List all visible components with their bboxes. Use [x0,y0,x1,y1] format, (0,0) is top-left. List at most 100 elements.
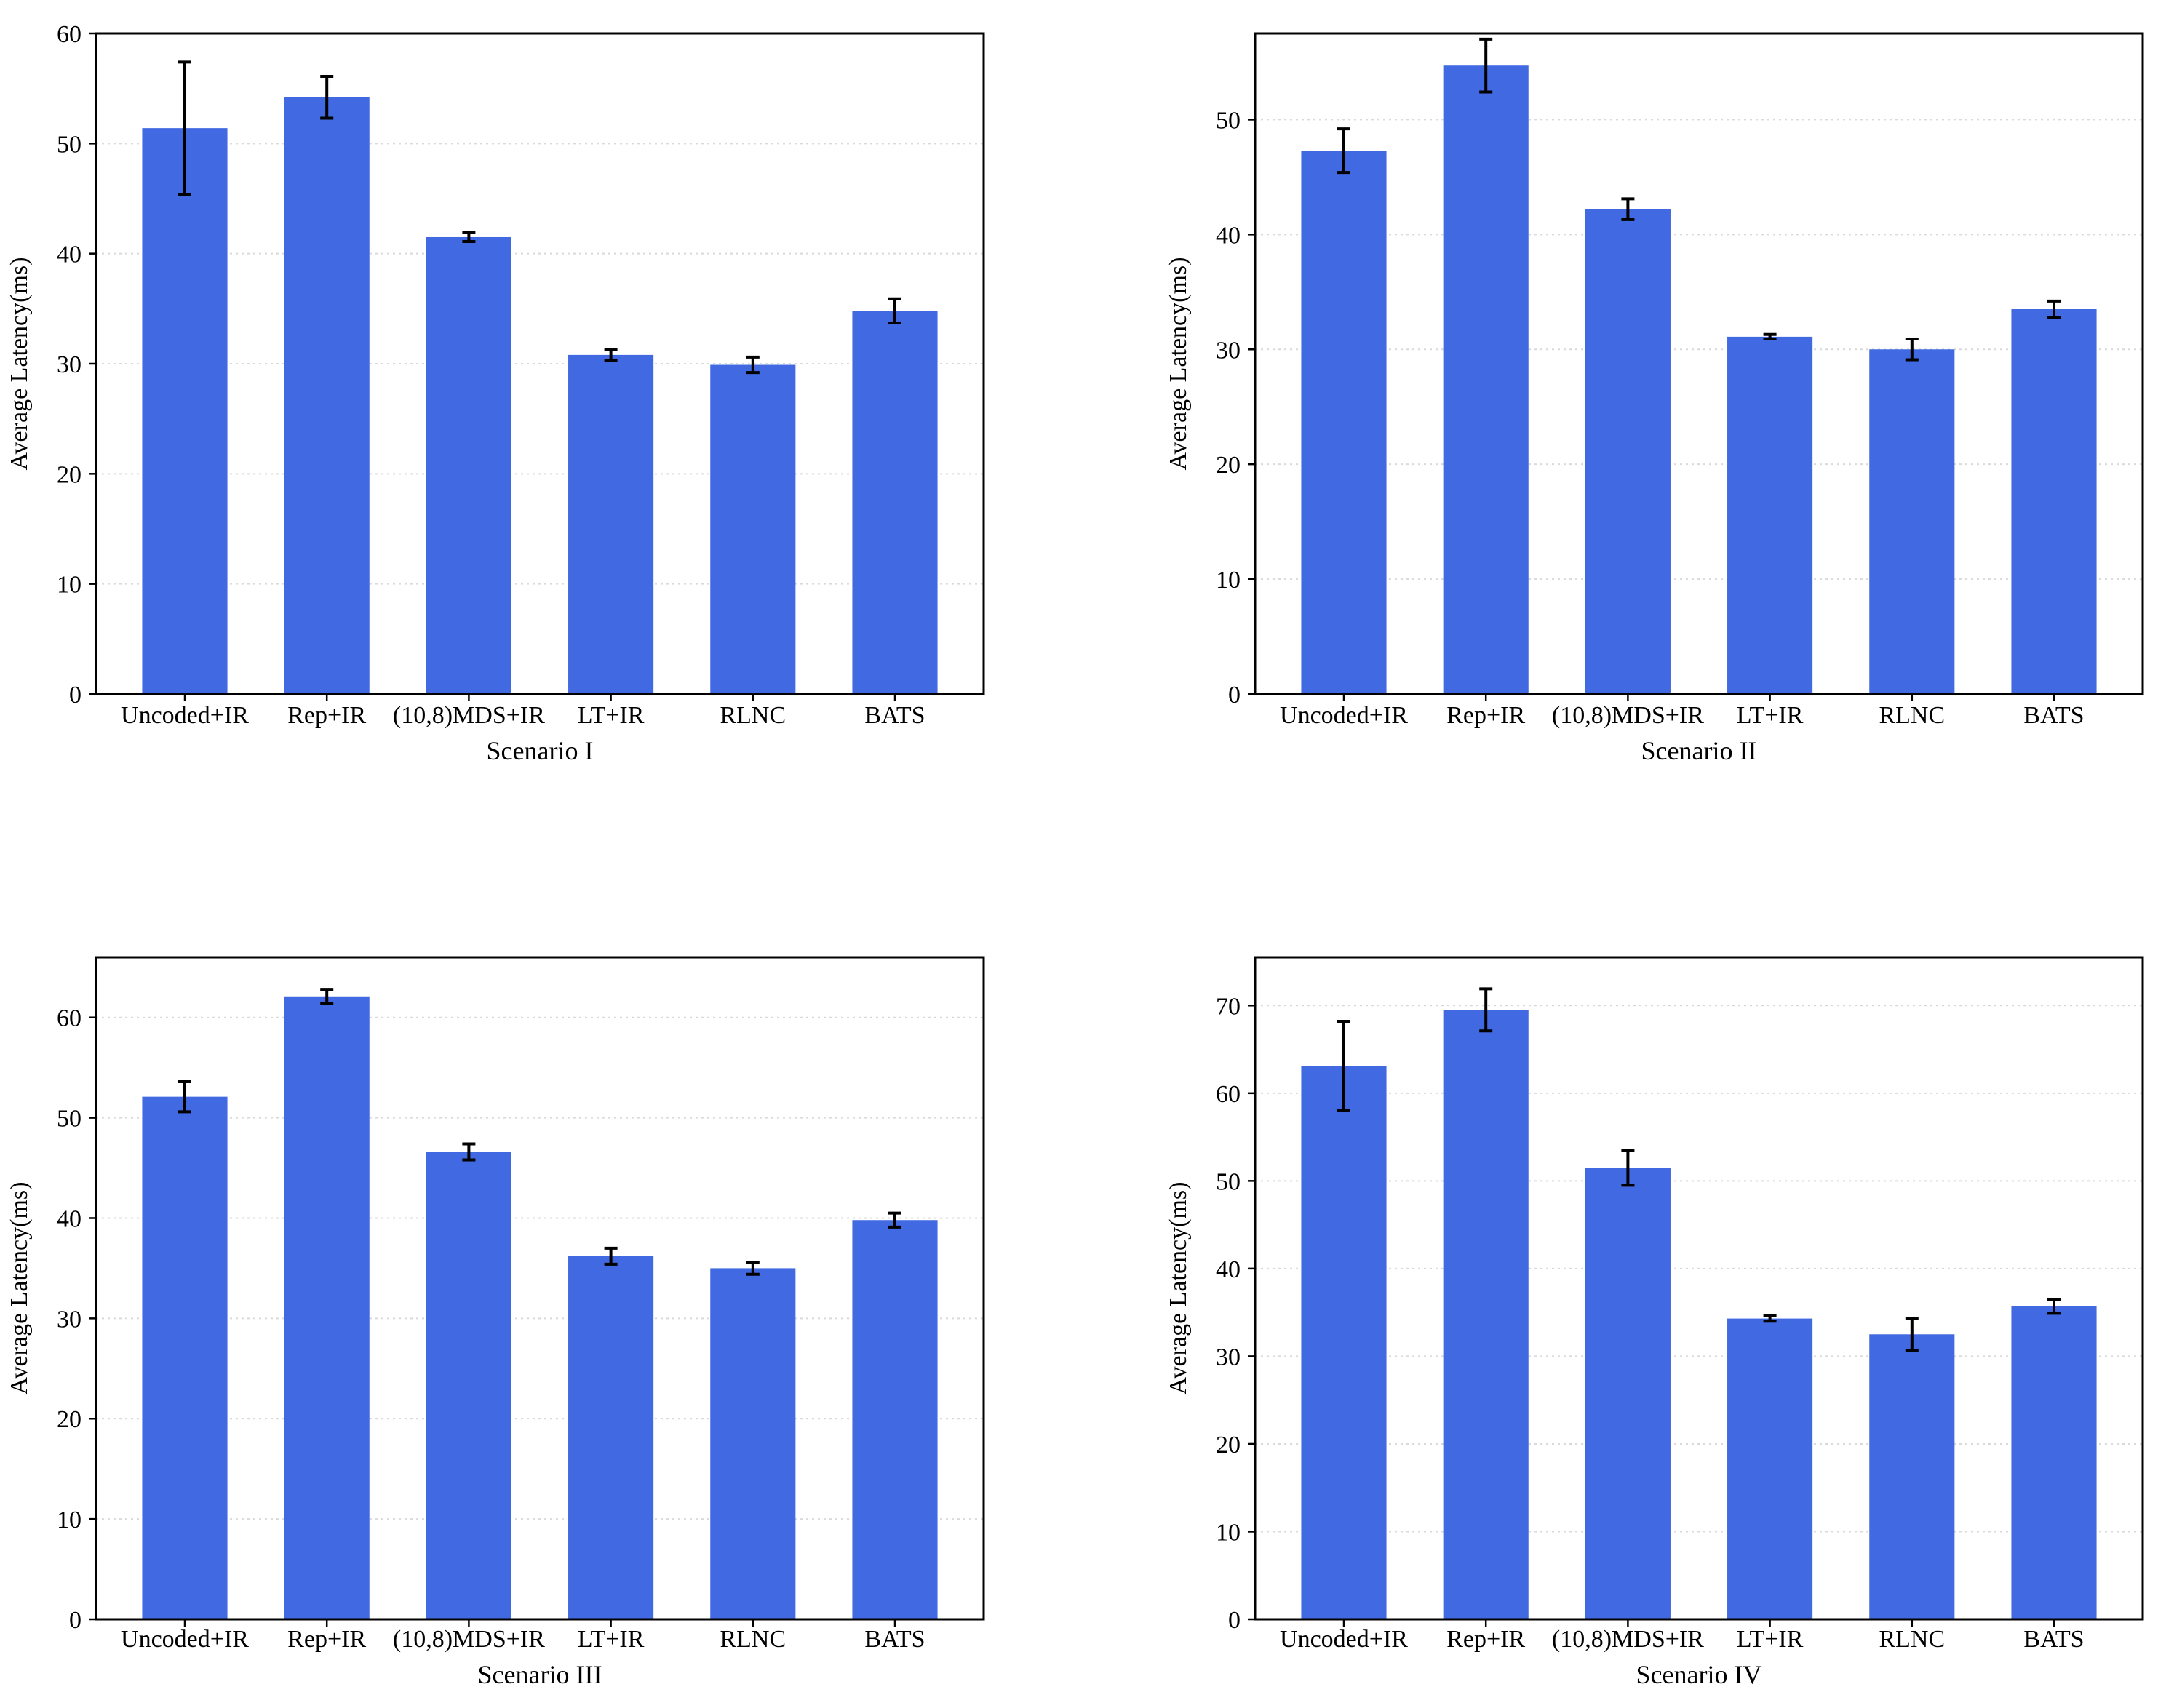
y-tick-label: 30 [57,351,81,378]
x-tick-label: (10,8)MDS+IR [393,1626,545,1653]
y-tick-label: 20 [57,1406,81,1433]
error-bar [604,348,618,362]
error-bar [2047,1298,2061,1315]
error-bar [746,1261,760,1276]
x-tick-label: Uncoded+IR [121,1626,249,1653]
error-bar [604,1246,618,1266]
y-axis-label: Average Latency(ms) [6,1182,33,1395]
error-bar [320,75,334,120]
x-tick-label: (10,8)MDS+IR [1552,702,1704,729]
bar-BATS [852,1220,938,1619]
x-tick-label: Uncoded+IR [1280,1626,1408,1653]
error-bar [888,1211,901,1229]
x-tick-label: BATS [2023,702,2084,729]
x-tick-label: BATS [864,1626,925,1653]
chart-2: 0 10 20 30 40 50 Uncoded+IR Rep+IR (10,8)MDS+IR L… [1165,32,2144,765]
chart-3: 0 10 20 30 40 50 60 Uncoded+IR Rep+IR (10,8)MDS+I… [6,956,985,1689]
plot-frame [1254,32,2144,695]
x-tick-label: RLNC [720,702,786,729]
bar-LT+IR [568,1256,654,1619]
bar-Uncoded+IR [1301,1066,1387,1619]
bar-RLNC [1869,1334,1955,1619]
error-bar [1479,37,1493,94]
bar-Uncoded+IR [1301,151,1387,695]
x-tick-label: LT+IR [578,702,645,729]
bar-BATS [852,311,938,694]
bar-LT+IR [1727,1318,1813,1619]
bar-(10,8)MDS+IR [1585,209,1671,695]
y-tick-label: 40 [1216,1256,1241,1283]
x-tick-label: RLNC [1879,1626,1945,1653]
error-bar [178,60,191,196]
error-bar [1763,1314,1777,1323]
bar-Uncoded+IR [142,128,228,694]
error-bar [178,1080,191,1114]
x-tick-label: RLNC [1879,702,1945,729]
y-tick-label: 10 [57,572,81,599]
error-bar [1905,1317,1919,1352]
y-tick-label: 20 [57,461,81,488]
x-tick-label: Uncoded+IR [121,702,249,729]
y-axis-label: Average Latency(ms) [1165,258,1192,471]
bar-Uncoded+IR [142,1096,228,1619]
error-bar [1479,987,1493,1033]
y-tick-label: 60 [57,1005,81,1032]
y-tick-label: 0 [69,1607,81,1634]
x-tick-label: Rep+IR [1446,1626,1525,1653]
x-tick-label: (10,8)MDS+IR [1552,1626,1704,1653]
x-tick-label: BATS [2023,1626,2084,1653]
y-tick-label: 0 [1228,1607,1241,1634]
error-bar [2047,299,2061,319]
bar-RLNC [710,1268,796,1619]
y-axis-label: Average Latency(ms) [6,258,33,471]
y-tick-label: 30 [1216,337,1241,364]
y-tick-label: 10 [1216,567,1241,594]
x-tick-label: Rep+IR [1446,702,1525,729]
x-axis-label: Scenario I [487,736,594,765]
bar-Rep+IR [1443,1010,1529,1619]
y-tick-label: 40 [57,1205,81,1232]
x-tick-label: LT+IR [1737,702,1804,729]
y-tick-label: 60 [1216,1081,1241,1108]
y-axis-label: Average Latency(ms) [1165,1182,1192,1395]
error-bar [320,988,334,1005]
y-tick-label: 40 [57,242,81,268]
y-tick-label: 40 [1216,222,1241,249]
x-tick-label: RLNC [720,1626,786,1653]
error-bar [888,297,901,325]
x-tick-label: (10,8)MDS+IR [393,702,545,729]
error-bar [1337,1019,1350,1112]
x-tick-label: LT+IR [578,1626,645,1653]
x-axis-label: Scenario II [1641,736,1757,765]
bar-(10,8)MDS+IR [1585,1168,1671,1619]
bar-BATS [2011,308,2097,694]
y-tick-label: 30 [1216,1344,1241,1370]
bar-LT+IR [568,354,654,694]
y-tick-label: 50 [1216,107,1241,134]
error-bar [1337,127,1350,175]
x-tick-label: BATS [864,702,925,729]
plot-frame [1254,956,2144,1621]
bar-Rep+IR [284,996,370,1619]
bar-RLNC [1869,349,1955,694]
y-tick-label: 10 [57,1507,81,1533]
y-tick-label: 50 [1216,1168,1241,1195]
bar-LT+IR [1727,336,1813,694]
bar-RLNC [710,364,796,694]
y-tick-label: 70 [1216,993,1241,1020]
y-tick-label: 50 [57,1106,81,1133]
x-axis-label: Scenario IV [1636,1660,1762,1689]
y-tick-label: 0 [69,682,81,709]
y-tick-label: 30 [57,1306,81,1333]
error-bar [1905,338,1919,362]
error-bar [1621,197,1635,221]
bar-Rep+IR [284,97,370,695]
error-bar [462,231,476,244]
x-tick-label: Rep+IR [287,702,366,729]
error-bar [1763,332,1777,341]
x-tick-label: Uncoded+IR [1280,702,1408,729]
y-tick-label: 50 [57,131,81,158]
y-tick-label: 20 [1216,1432,1241,1458]
bar-BATS [2011,1306,2097,1619]
